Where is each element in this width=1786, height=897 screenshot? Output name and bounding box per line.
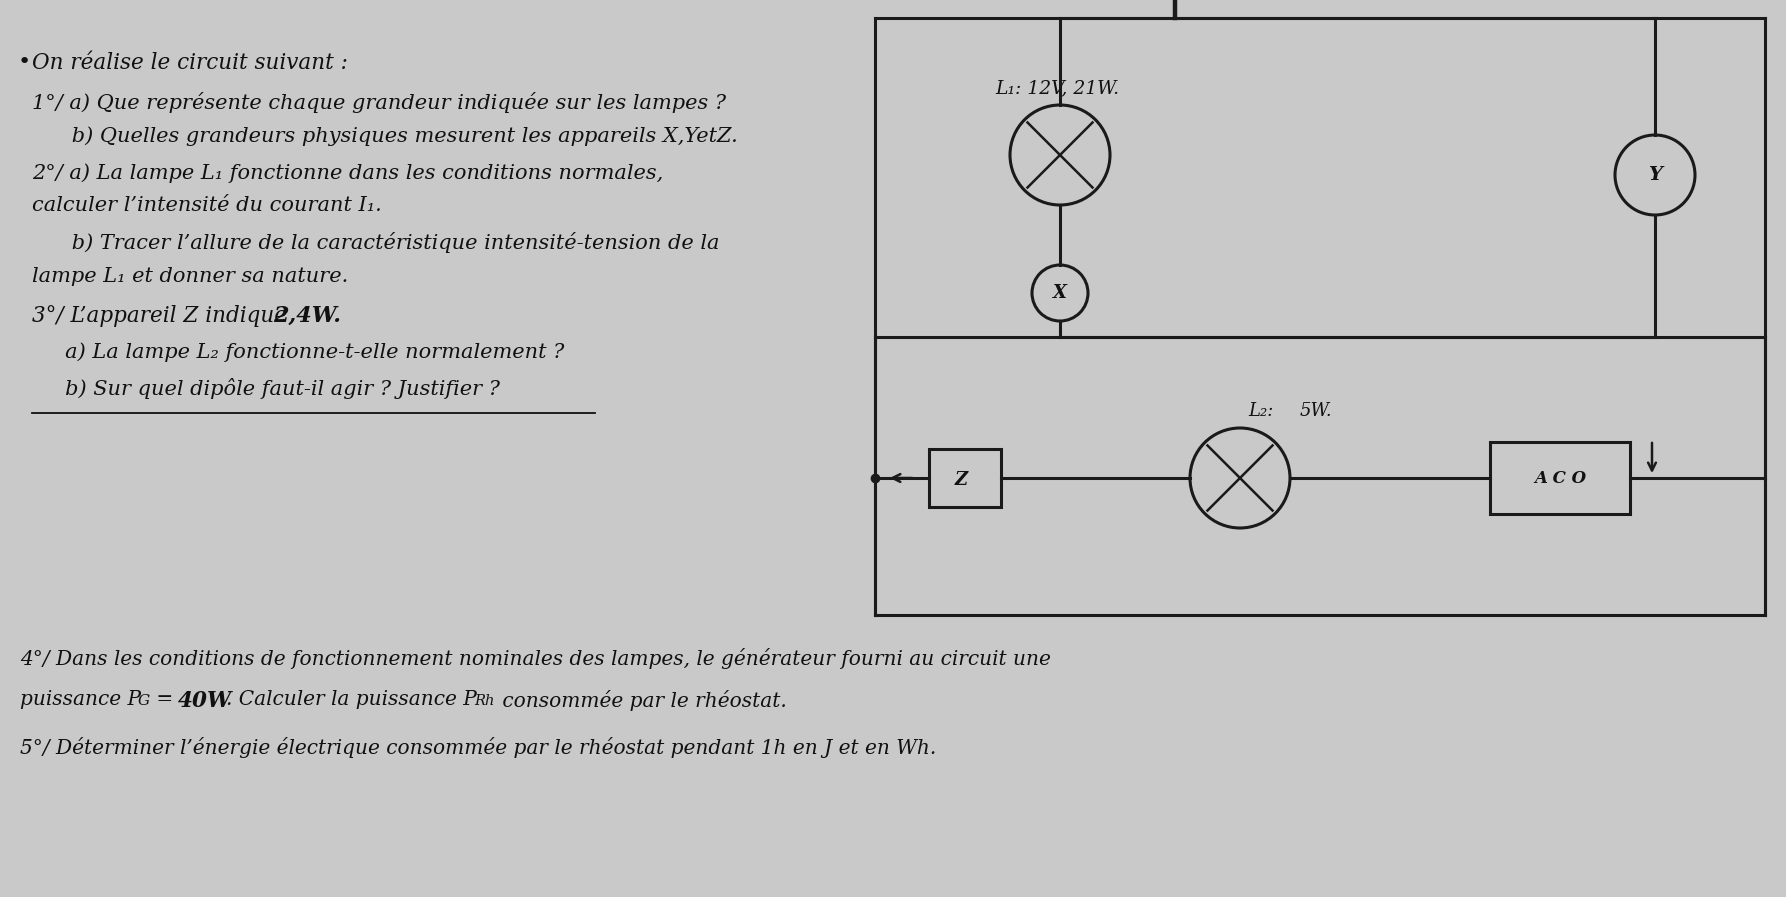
Text: L₁: 12V, 21W.: L₁: 12V, 21W. (995, 79, 1120, 97)
Text: b) Quelles grandeurs physiques mesurent les appareils X,YetZ.: b) Quelles grandeurs physiques mesurent … (32, 126, 738, 145)
Bar (929, 449, 1000, 507)
Text: consommée par le rhéostat.: consommée par le rhéostat. (497, 690, 788, 711)
Text: 2,4W.: 2,4W. (273, 305, 341, 327)
Text: L₂:: L₂: (1248, 402, 1273, 420)
Text: Z: Z (954, 471, 968, 489)
Text: 1°/ a) Que représente chaque grandeur indiquée sur les lampes ?: 1°/ a) Que représente chaque grandeur in… (32, 92, 727, 113)
Text: b) Sur quel dipôle faut-il agir ? Justifier ?: b) Sur quel dipôle faut-il agir ? Justif… (32, 378, 500, 399)
Text: =: = (150, 690, 180, 709)
Text: Rh: Rh (473, 694, 495, 708)
Text: 2°/ a) La lampe L₁ fonctionne dans les conditions normales,: 2°/ a) La lampe L₁ fonctionne dans les c… (32, 163, 663, 183)
Text: 5°/ Déterminer l’énergie électrique consommée par le rhéostat pendant 1h en J et: 5°/ Déterminer l’énergie électrique cons… (20, 737, 936, 758)
Text: Y: Y (1648, 166, 1663, 184)
Text: G: G (138, 694, 150, 708)
Text: lampe L₁ et donner sa nature.: lampe L₁ et donner sa nature. (32, 267, 348, 286)
Text: On réalise le circuit suivant :: On réalise le circuit suivant : (32, 52, 348, 74)
Text: •: • (18, 52, 30, 72)
Text: calculer l’intensité du courant I₁.: calculer l’intensité du courant I₁. (32, 196, 382, 215)
Text: b) Tracer l’allure de la caractéristique intensité-tension de la: b) Tracer l’allure de la caractéristique… (32, 232, 720, 253)
Text: 40W: 40W (179, 690, 232, 712)
Text: 3°/ L’appareil Z indique: 3°/ L’appareil Z indique (32, 305, 295, 327)
Text: . Calculer la puissance P: . Calculer la puissance P (227, 690, 477, 709)
Text: puissance P: puissance P (20, 690, 141, 709)
Text: 5W.: 5W. (1300, 402, 1332, 420)
Bar (1490, 442, 1631, 514)
Text: a) La lampe L₂ fonctionne-t-elle normalement ?: a) La lampe L₂ fonctionne-t-elle normale… (32, 342, 564, 361)
Text: X: X (1054, 284, 1066, 302)
Text: A C O: A C O (1534, 469, 1586, 486)
Text: 4°/ Dans les conditions de fonctionnement nominales des lampes, le générateur fo: 4°/ Dans les conditions de fonctionnemen… (20, 648, 1050, 669)
